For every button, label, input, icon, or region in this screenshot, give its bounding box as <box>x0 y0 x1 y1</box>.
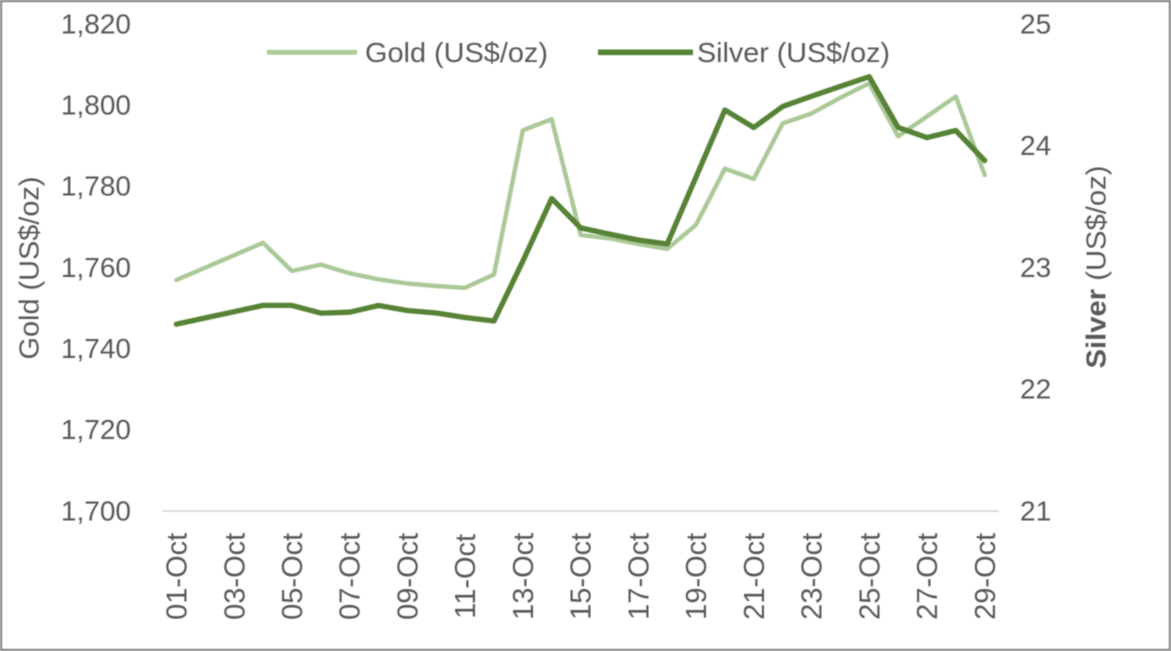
svg-text:1,800: 1,800 <box>61 90 131 121</box>
svg-text:1,700: 1,700 <box>61 495 131 526</box>
svg-text:23: 23 <box>1020 252 1051 283</box>
svg-text:27-Oct: 27-Oct <box>912 533 944 620</box>
svg-text:24: 24 <box>1020 130 1051 161</box>
svg-text:Silver (US$/oz): Silver (US$/oz) <box>1080 166 1111 369</box>
svg-text:13-Oct: 13-Oct <box>508 533 540 620</box>
svg-text:25: 25 <box>1020 8 1051 39</box>
svg-text:23-Oct: 23-Oct <box>797 533 829 620</box>
svg-text:1,780: 1,780 <box>61 171 131 202</box>
svg-text:07-Oct: 07-Oct <box>335 533 367 620</box>
svg-text:01-Oct: 01-Oct <box>162 533 194 620</box>
svg-text:Silver (US$/oz): Silver (US$/oz) <box>697 37 890 68</box>
svg-text:17-Oct: 17-Oct <box>623 533 655 620</box>
svg-text:19-Oct: 19-Oct <box>681 533 713 620</box>
svg-text:29-Oct: 29-Oct <box>970 533 1002 620</box>
svg-text:09-Oct: 09-Oct <box>393 533 425 620</box>
svg-text:Gold (US$/oz): Gold (US$/oz) <box>13 177 44 360</box>
svg-text:15-Oct: 15-Oct <box>566 533 598 620</box>
svg-text:21: 21 <box>1020 495 1051 526</box>
svg-text:1,720: 1,720 <box>61 414 131 445</box>
svg-text:1,760: 1,760 <box>61 252 131 283</box>
svg-text:1,740: 1,740 <box>61 333 131 364</box>
svg-text:25-Oct: 25-Oct <box>854 533 886 620</box>
svg-text:05-Oct: 05-Oct <box>277 533 309 620</box>
svg-text:22: 22 <box>1020 374 1051 405</box>
svg-text:11-Oct: 11-Oct <box>450 534 482 619</box>
svg-text:03-Oct: 03-Oct <box>219 533 251 620</box>
svg-text:21-Oct: 21-Oct <box>739 533 771 620</box>
svg-text:Gold (US$/oz): Gold (US$/oz) <box>365 37 548 68</box>
svg-text:1,820: 1,820 <box>61 8 131 39</box>
